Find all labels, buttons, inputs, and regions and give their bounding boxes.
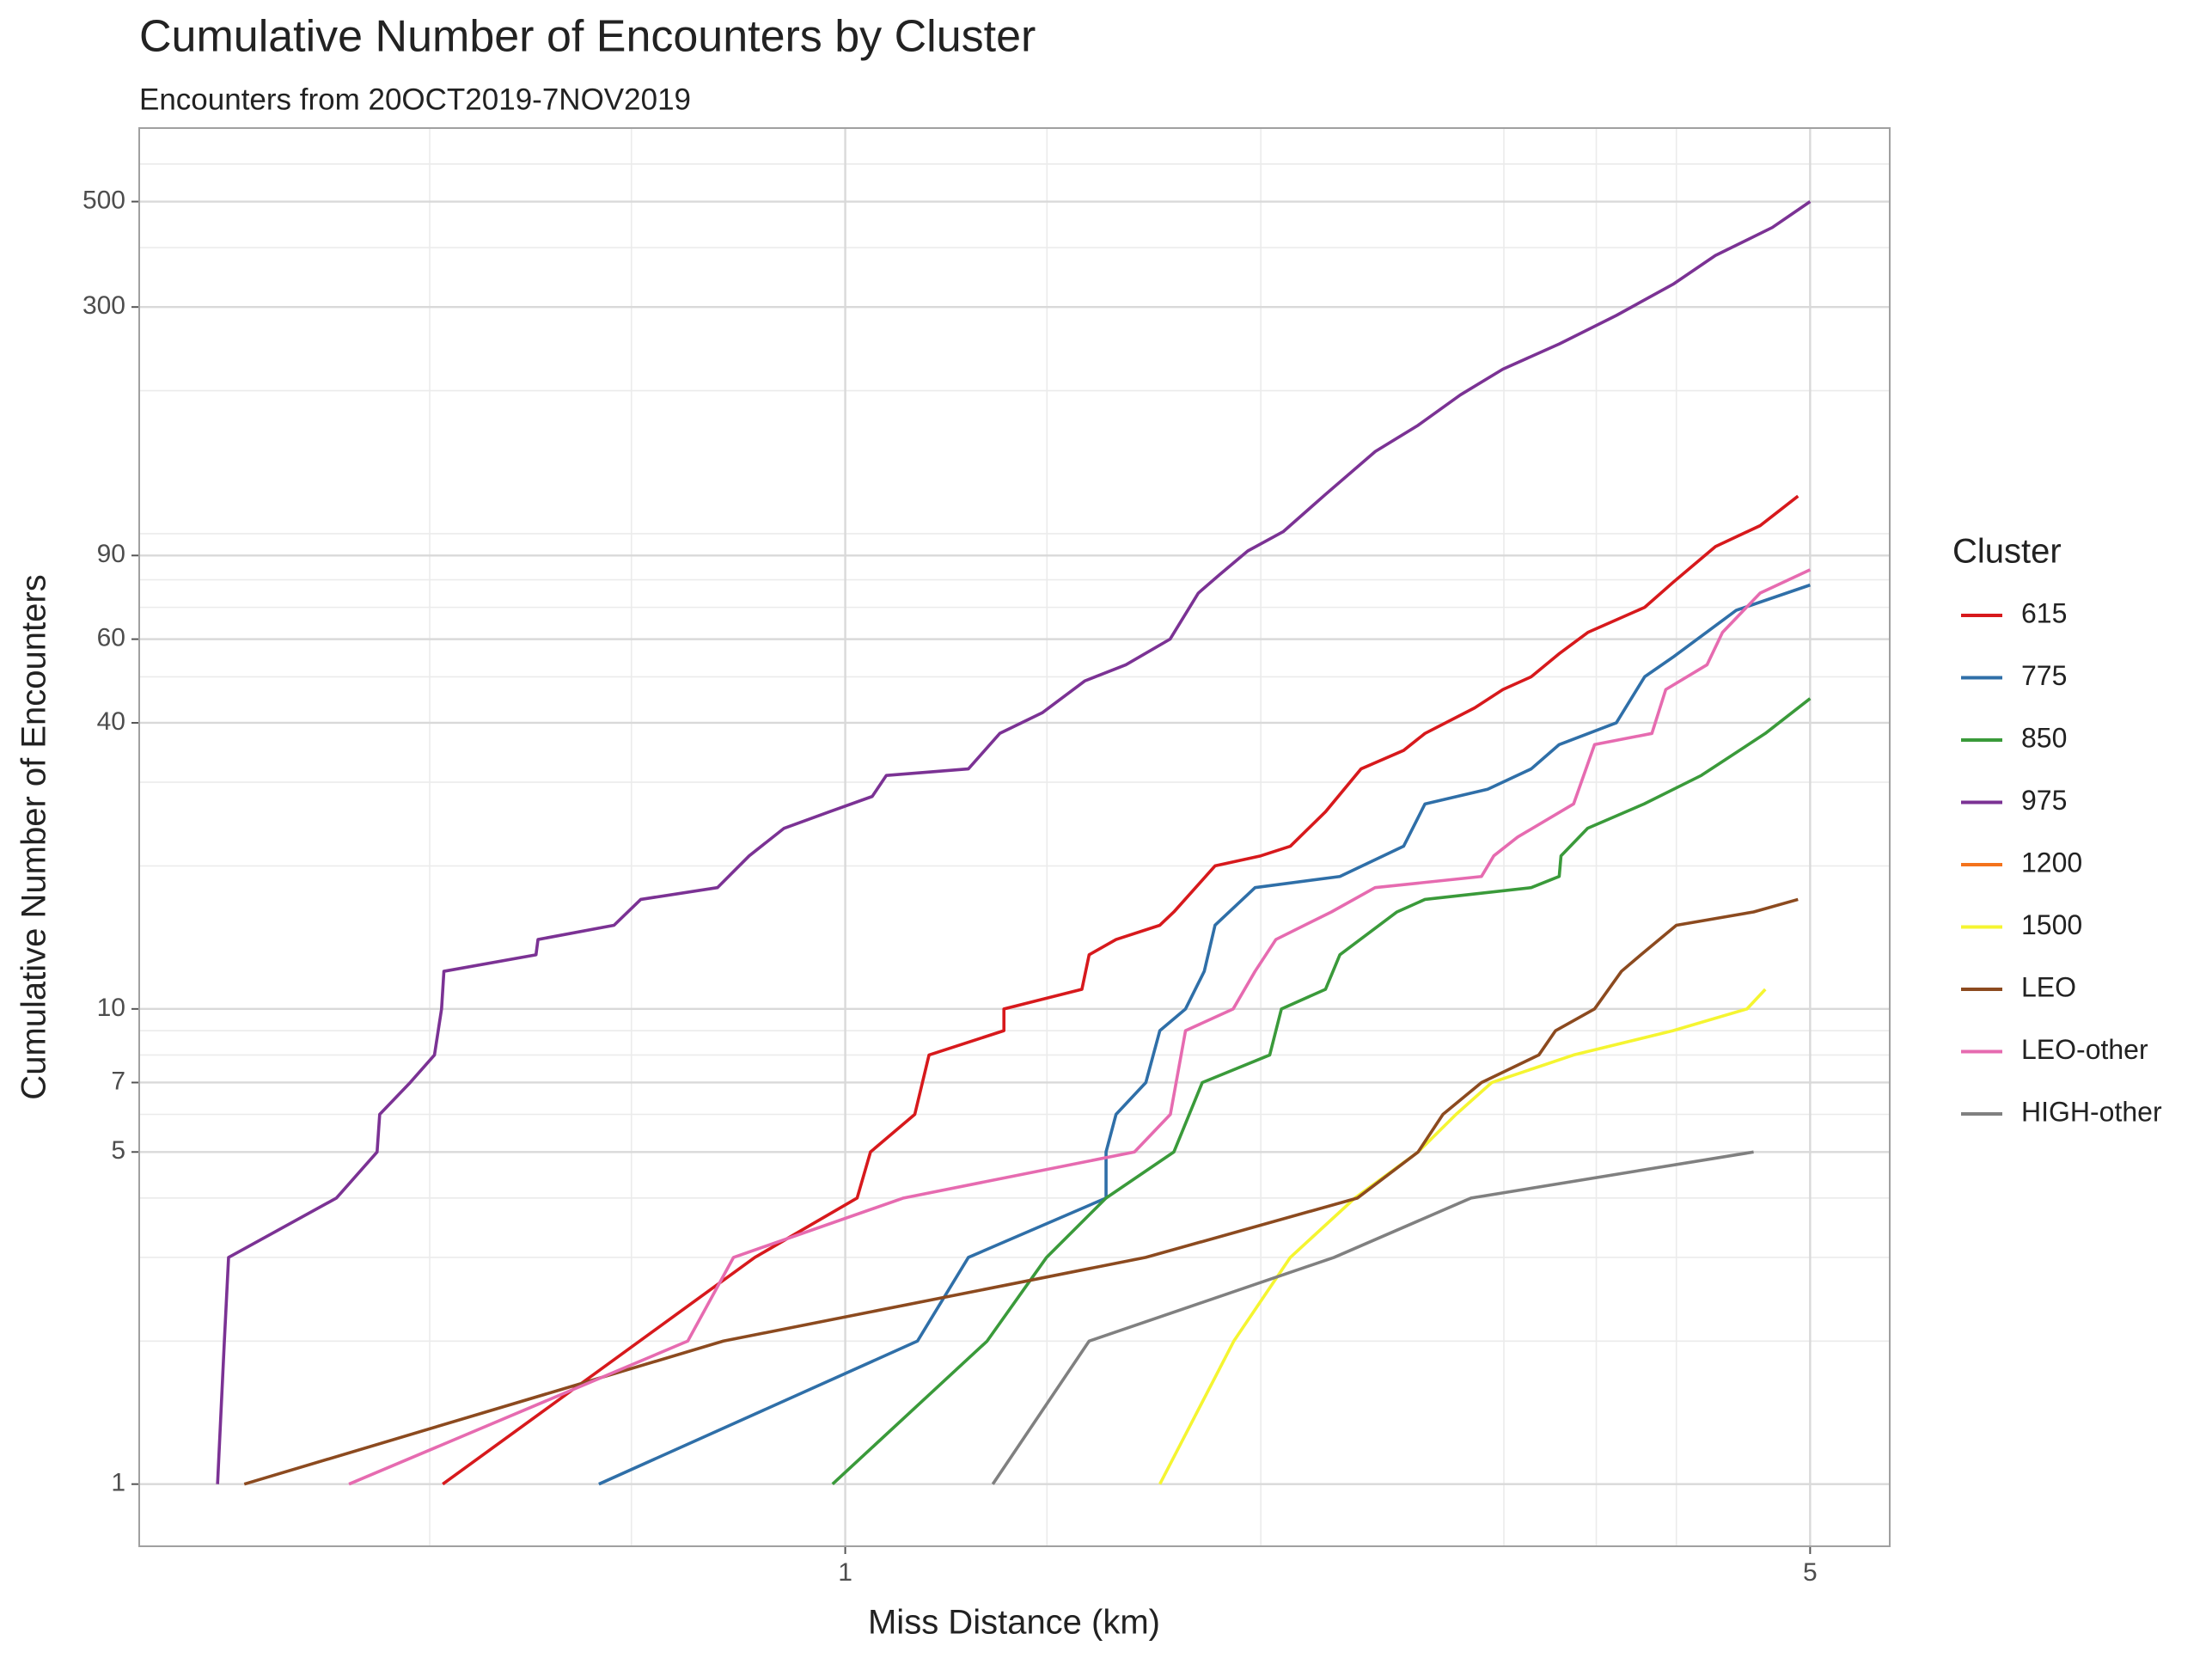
series-line bbox=[216, 200, 1812, 1484]
legend-title: Cluster bbox=[1952, 533, 2062, 571]
legend-label: LEO bbox=[2021, 971, 2076, 1002]
x-tick-label: 1 bbox=[838, 1558, 852, 1587]
series-line bbox=[991, 1150, 1754, 1485]
series-line bbox=[243, 897, 1799, 1486]
legend-label: 775 bbox=[2021, 660, 2067, 691]
x-axis-title: Miss Distance (km) bbox=[868, 1604, 1160, 1642]
y-tick-label: 5 bbox=[111, 1136, 125, 1165]
y-tick-label: 500 bbox=[82, 186, 125, 214]
chart-subtitle: Encounters from 20OCT2019-7NOV2019 bbox=[139, 83, 691, 116]
chart-title: Cumulative Number of Encounters by Clust… bbox=[139, 12, 1036, 62]
y-tick-label: 300 bbox=[82, 291, 125, 320]
y-tick-label: 1 bbox=[111, 1469, 125, 1497]
series-line bbox=[1158, 988, 1767, 1485]
legend-label: 615 bbox=[2021, 597, 2067, 628]
y-tick-label: 40 bbox=[97, 707, 125, 736]
series-line bbox=[348, 568, 1812, 1486]
legend-label: 850 bbox=[2021, 722, 2067, 753]
plot-panel bbox=[139, 128, 1890, 1546]
legend-label: 1500 bbox=[2021, 909, 2082, 940]
series-line bbox=[442, 494, 1800, 1486]
y-tick-label: 60 bbox=[97, 624, 125, 652]
x-tick-label: 5 bbox=[1803, 1558, 1818, 1587]
series-line bbox=[598, 583, 1811, 1486]
plot-border bbox=[138, 127, 1891, 1547]
y-tick-label: 10 bbox=[97, 994, 125, 1022]
legend-label: 975 bbox=[2021, 785, 2067, 816]
y-tick-label: 90 bbox=[97, 540, 125, 568]
legend-label: LEO-other bbox=[2021, 1034, 2148, 1065]
series-line bbox=[831, 697, 1812, 1486]
y-axis-title: Cumulative Number of Encounters bbox=[15, 574, 53, 1099]
y-tick-label: 7 bbox=[111, 1067, 125, 1095]
legend-label: HIGH-other bbox=[2021, 1096, 2162, 1127]
legend-label: 1200 bbox=[2021, 847, 2082, 878]
